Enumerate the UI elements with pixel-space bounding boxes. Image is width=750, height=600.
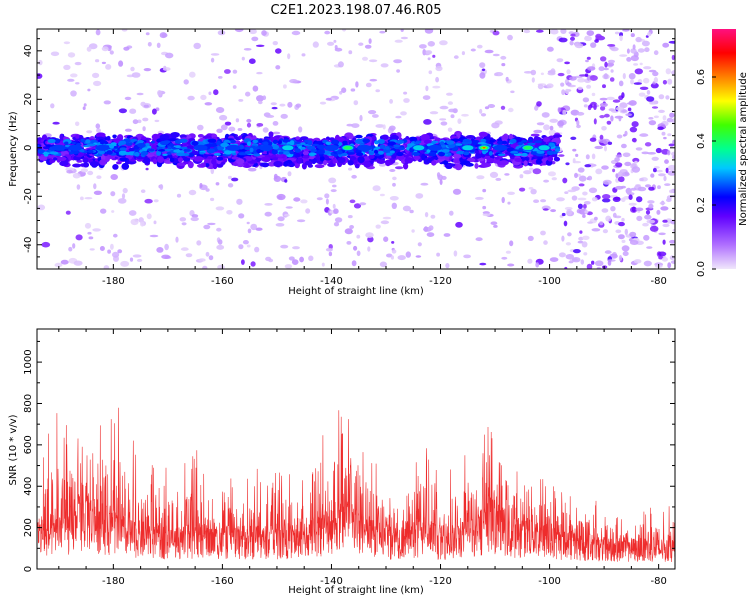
spectrogram-hotspot	[193, 144, 208, 151]
spectrogram-x-tick-label: -80	[650, 276, 666, 287]
colorbar-tick-label: 0.4	[696, 133, 707, 149]
spectrogram-marks	[37, 29, 675, 269]
snr-x-tick-label: -100	[538, 576, 561, 587]
figure-title: C2E1.2023.198.07.46.R05	[270, 3, 441, 18]
snr-y-tick-label: 200	[23, 518, 34, 537]
spectrogram-hotspot	[477, 144, 492, 151]
spectrogram-hotspot	[280, 144, 295, 151]
spectrogram-hotspot	[259, 144, 273, 151]
spectrogram-hotspot	[68, 144, 83, 151]
snr-series-path	[37, 407, 675, 563]
spectrogram-hotspot	[411, 144, 426, 151]
spectrogram-y-tick-label: -40	[23, 237, 34, 253]
spectrogram-y-tick-label: 20	[23, 93, 34, 106]
spectrogram-y-tick-label: -20	[23, 188, 34, 204]
snr-panel: -180 -160 -140 -120 -100 -80 0 200 400 600 800 100…	[8, 328, 676, 596]
spectrogram-band	[37, 130, 563, 171]
snr-y-tick-label: 800	[23, 394, 34, 413]
colorbar-label: Normalized spectral amplitude	[738, 72, 749, 226]
spectrogram-frame	[36, 28, 676, 270]
spectrogram-hotspot	[460, 144, 475, 151]
spectrogram-hotspot	[493, 144, 508, 151]
snr-x-tick-label: -160	[211, 576, 234, 587]
spectrogram-noise-texture	[37, 29, 675, 269]
spectrogram-y-axis-label: Frequency (Hz)	[8, 111, 19, 187]
snr-y-axis-label: SNR (10 * v/v)	[8, 414, 19, 485]
snr-x-tick-label: -140	[320, 576, 343, 587]
spectrogram-y-tick-label: 40	[23, 44, 34, 57]
spectrogram-x-tick-label: -120	[429, 276, 452, 287]
snr-x-tick-label: -180	[102, 576, 125, 587]
spectrogram-hotspot	[428, 144, 443, 151]
snr-x-tick-label: -80	[650, 576, 666, 587]
spectrogram-hotspot	[340, 144, 355, 151]
spectrogram-hotspot	[51, 144, 66, 151]
colorbar: 0.0 0.2 0.4 0.6 Normalized spectral amplitu…	[696, 29, 749, 277]
snr-y-tick-label: 600	[23, 435, 34, 454]
snr-y-tick-label: 1000	[23, 349, 34, 374]
colorbar-tick-label: 0.0	[696, 261, 707, 277]
spectrogram-panel: -180 -160 -140 -120 -100 -80 -40 -20 0 20 40 Heig…	[8, 28, 676, 297]
spectrogram-x-axis-label: Height of straight line (km)	[288, 286, 424, 297]
spectrogram-y-tick-label: 0	[23, 145, 34, 151]
snr-y-tick-label: 400	[23, 477, 34, 496]
snr-y-ticks: 0 200 400 600 800 1000	[23, 340, 675, 572]
snr-x-tick-label: -120	[429, 576, 452, 587]
spectrogram-hotspot	[520, 144, 535, 151]
colorbar-gradient	[712, 29, 736, 269]
spectrogram-hotspot	[226, 144, 241, 151]
spectrogram-x-ticks: -180 -160 -140 -120 -100 -80	[58, 29, 667, 287]
spectrogram-x-tick-label: -180	[102, 276, 125, 287]
spectrogram-hotspot	[324, 144, 339, 151]
colorbar-tick-label: 0.6	[696, 69, 707, 85]
snr-frame	[36, 328, 676, 570]
snr-y-tick-label: 0	[23, 566, 34, 572]
spectrogram-x-tick-label: -100	[538, 276, 561, 287]
spectrogram-hotspot	[537, 144, 552, 151]
spectrogram-hotspot	[357, 144, 372, 151]
spectrogram-hotspot	[95, 144, 110, 151]
spectrogram-x-tick-label: -140	[320, 276, 343, 287]
snr-x-axis-label: Height of straight line (km)	[288, 585, 424, 596]
colorbar-tick-label: 0.2	[696, 197, 707, 213]
spectrogram-x-tick-label: -160	[211, 276, 234, 287]
snr-x-ticks: -180 -160 -140 -120 -100 -80	[58, 329, 667, 587]
colorbar-ticks: 0.0 0.2 0.4 0.6	[696, 69, 716, 277]
spectrogram-y-ticks: -40 -20 0 20 40	[23, 38, 675, 270]
snr-series-line	[37, 407, 675, 563]
